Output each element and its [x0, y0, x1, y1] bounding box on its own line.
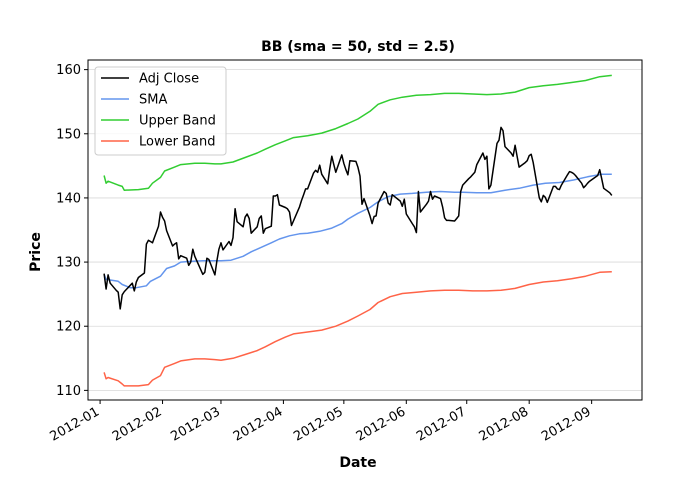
x-axis-label: Date: [339, 455, 376, 471]
series-line-adj-close: [103, 126, 613, 310]
y-tick-label: 130: [56, 256, 81, 271]
y-axis-label: Price: [28, 232, 44, 272]
series-line-lower-band: [103, 270, 612, 387]
y-tick-label: 160: [56, 63, 81, 78]
y-tick-label: 110: [56, 384, 81, 399]
plot-frame: [87, 59, 643, 401]
y-tick-label: 150: [56, 127, 81, 142]
legend-label: SMA: [139, 93, 167, 108]
y-tick-label: 120: [56, 320, 81, 335]
chart-title: BB (sma = 50, std = 2.5): [261, 39, 455, 55]
y-axis: 110 120 130 140 150 160: [56, 63, 88, 399]
legend: Adj Close SMA Upper Band Lower Band: [94, 66, 227, 156]
legend-label: Lower Band: [139, 135, 215, 150]
legend-box: [94, 66, 227, 156]
legend-label: Upper Band: [139, 114, 216, 129]
legend-label: Adj Close: [139, 72, 199, 87]
series-line-sma: [103, 173, 612, 289]
y-tick-label: 140: [56, 191, 81, 206]
plot-area: [103, 74, 613, 387]
series-line-upper-band: [103, 74, 612, 191]
